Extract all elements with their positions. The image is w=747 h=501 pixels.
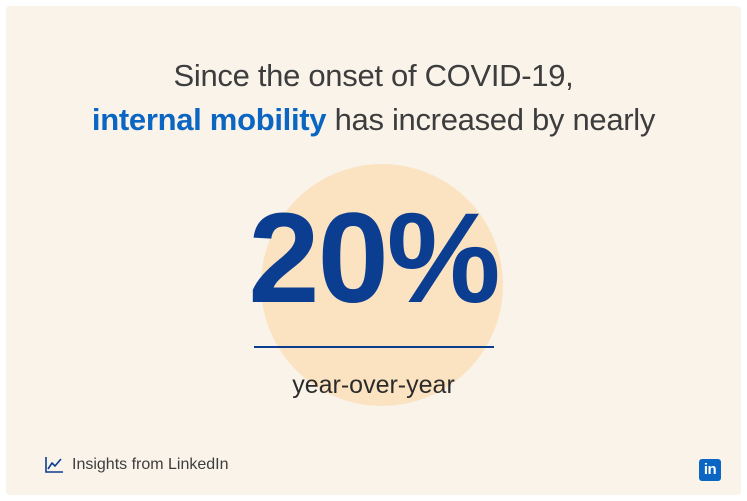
stat-caption: year-over-year [292, 371, 455, 399]
headline-highlight: internal mobility [91, 102, 327, 137]
linkedin-logo-icon: in [699, 459, 721, 481]
footer-label: Insights from LinkedIn [72, 456, 229, 473]
stat-value: 20% [248, 187, 500, 330]
background-circle [261, 164, 503, 406]
chart-line-icon [45, 457, 63, 473]
headline: Since the onset of COVID-19, internal mo… [6, 54, 741, 142]
headline-line-1: Since the onset of COVID-19, [173, 58, 574, 93]
footer-attribution: Insights from LinkedIn [44, 456, 229, 474]
infographic-card: Since the onset of COVID-19, internal mo… [6, 6, 741, 495]
headline-line-2-rest: has increased by nearly [326, 102, 656, 137]
stat-divider [254, 346, 494, 348]
headline-line-2: internal mobility has increased by nearl… [6, 98, 741, 142]
